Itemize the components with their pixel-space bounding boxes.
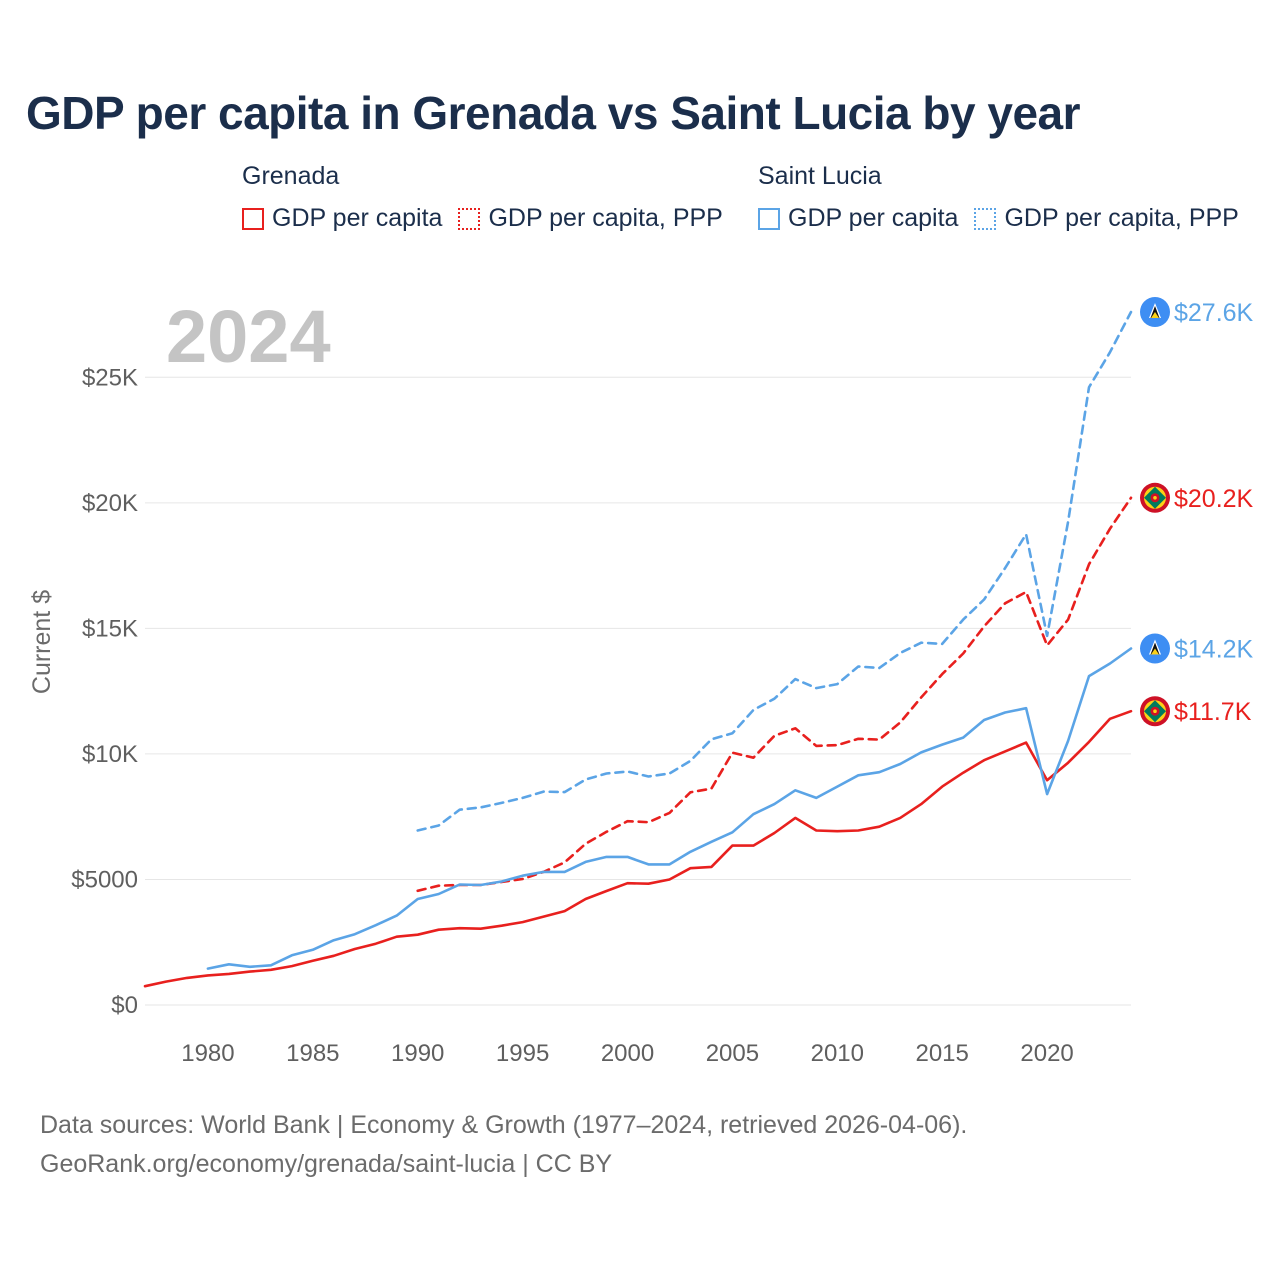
series-layer	[143, 310, 1133, 988]
series-line-saint-lucia-gdp-per-capita-ppp	[416, 310, 1133, 832]
data-source-text: Data sources: World Bank | Economy & Gro…	[40, 1111, 968, 1139]
y-tick-label: $25K	[82, 364, 138, 391]
legend-label: GDP per capita, PPP	[1004, 204, 1239, 232]
legend-item-saint-lucia-gdp[interactable]: GDP per capita	[758, 204, 958, 233]
grenada-flag-icon	[1140, 696, 1170, 727]
saint-lucia-flag-icon	[1140, 633, 1170, 664]
legend-label: GDP per capita	[272, 204, 443, 232]
end-value-label: $20.2K	[1174, 485, 1254, 513]
endpoint-layer: $11.7K $20.2K $14.2K $27.6K	[1140, 297, 1254, 727]
x-tick-label: 1995	[496, 1040, 549, 1067]
end-value-label: $11.7K	[1174, 698, 1252, 726]
chart-title: GDP per capita in Grenada vs Saint Lucia…	[26, 87, 1081, 139]
x-tick-label: 2000	[601, 1040, 654, 1067]
series-line-saint-lucia-gdp-per-capita	[206, 647, 1133, 970]
x-tick-label: 2005	[706, 1040, 759, 1067]
chart-footer: Data sources: World Bank | Economy & Gro…	[40, 1106, 967, 1184]
y-tick-label: $10K	[82, 741, 138, 768]
x-tick-label: 2010	[811, 1040, 864, 1067]
legend-item-grenada-gdp[interactable]: GDP per capita	[242, 204, 442, 233]
attribution-text: GeoRank.org/economy/grenada/saint-lucia …	[40, 1150, 613, 1178]
y-tick-label: $5000	[71, 866, 138, 893]
legend-group-saint-lucia: Saint Lucia GDP per capita GDP per capit…	[758, 162, 1255, 233]
year-watermark: 2024	[166, 295, 331, 378]
axis-layer: $0 $5000 $10K $15K $20K $25K 1980 1985 1990 1995 2…	[71, 364, 1074, 1067]
y-tick-label: $0	[111, 992, 138, 1019]
legend-group-title-grenada: Grenada	[242, 162, 340, 190]
end-value-label: $14.2K	[1174, 635, 1254, 663]
saint-lucia-flag-icon	[1140, 297, 1170, 327]
legend-label: GDP per capita	[788, 204, 959, 232]
x-tick-label: 1990	[391, 1040, 444, 1067]
grenada-flag-icon	[1140, 482, 1170, 513]
x-tick-label: 2020	[1020, 1040, 1073, 1067]
y-axis-label: Current $	[28, 590, 56, 694]
y-tick-label: $15K	[82, 615, 138, 642]
legend-swatch-dotted-red	[458, 207, 481, 230]
x-tick-label: 2015	[915, 1040, 968, 1067]
grid-layer	[145, 376, 1131, 1006]
x-tick-label: 1980	[181, 1040, 234, 1067]
legend-swatch-dotted-blue	[974, 207, 997, 230]
x-tick-label: 1985	[286, 1040, 339, 1067]
legend-swatch-solid-blue	[758, 207, 780, 230]
legend-label: GDP per capita, PPP	[488, 204, 723, 232]
series-line-grenada-gdp-per-capita	[143, 709, 1133, 988]
chart-plot: 2024 $0 $5000 $10K $15K $20K $25K 1980 1985 1990…	[28, 295, 1254, 1067]
end-value-label: $27.6K	[1174, 299, 1254, 327]
legend-item-saint-lucia-ppp[interactable]: GDP per capita, PPP	[974, 204, 1239, 233]
legend-group-title-saint-lucia: Saint Lucia	[758, 162, 882, 190]
legend-group-grenada: Grenada GDP per capita GDP per capita, P…	[242, 162, 739, 233]
legend-swatch-solid-red	[242, 207, 264, 230]
legend-item-grenada-ppp[interactable]: GDP per capita, PPP	[458, 204, 723, 233]
y-tick-label: $20K	[82, 490, 138, 517]
